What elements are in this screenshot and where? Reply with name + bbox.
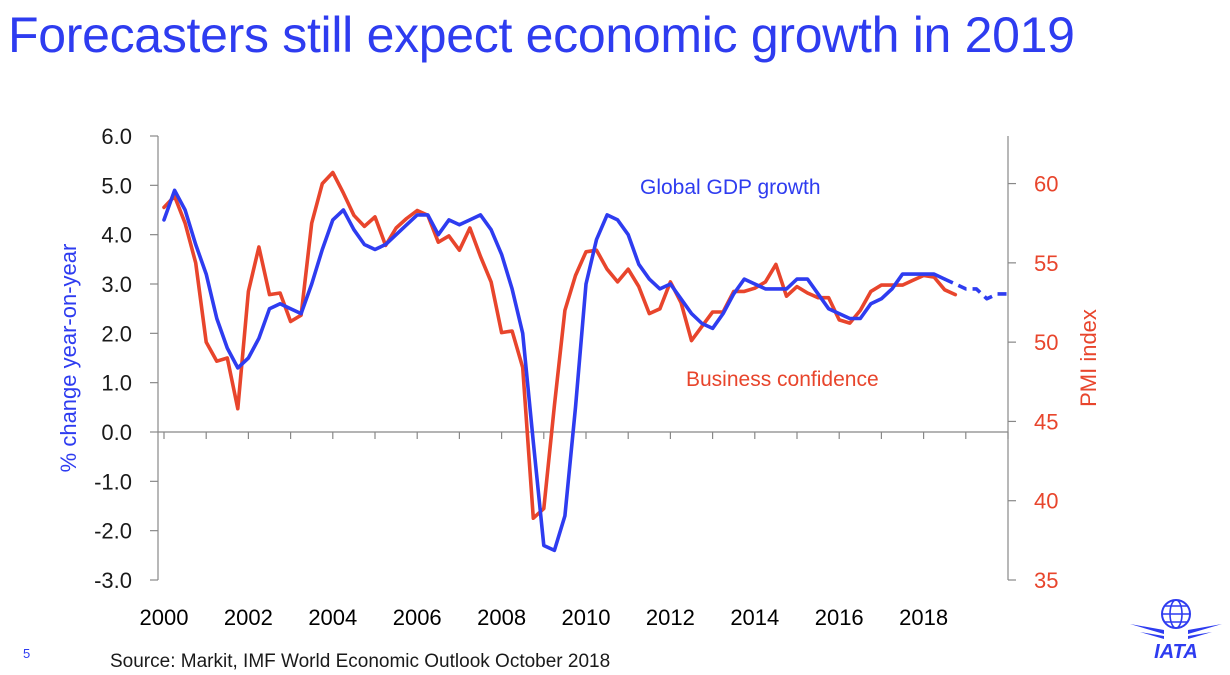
left-tick-label: 4.0 xyxy=(101,223,132,248)
x-tick-label: 2010 xyxy=(562,605,611,630)
svg-text:IATA: IATA xyxy=(1154,641,1198,660)
left-axis-title: % change year-on-year xyxy=(56,244,81,473)
right-tick-label: 50 xyxy=(1034,330,1058,355)
left-tick-label: 0.0 xyxy=(101,420,132,445)
left-tick-label: 2.0 xyxy=(101,321,132,346)
right-tick-label: 45 xyxy=(1034,409,1058,434)
x-tick-label: 2018 xyxy=(899,605,948,630)
gdp-growth-line xyxy=(162,188,947,553)
business-confidence-line xyxy=(162,170,958,520)
left-tick-label: 1.0 xyxy=(101,371,132,396)
x-axis xyxy=(158,431,1009,439)
right-tick-label: 35 xyxy=(1034,568,1058,593)
source-note: Source: Markit, IMF World Economic Outlo… xyxy=(110,651,611,672)
slide-title: Forecasters still expect economic growth… xyxy=(8,7,1075,63)
left-tick-label: 6.0 xyxy=(101,124,132,149)
left-tick-label: -2.0 xyxy=(94,519,132,544)
x-axis-labels: 2000 2002 2004 2006 2008 2010 2012 2014 2016 2018 xyxy=(140,605,949,630)
x-tick-label: 2012 xyxy=(646,605,695,630)
right-axis-ticks: 60 55 50 45 40 35 xyxy=(1008,172,1058,593)
right-tick-label: 40 xyxy=(1034,489,1058,514)
x-tick-label: 2016 xyxy=(815,605,864,630)
x-tick-label: 2000 xyxy=(140,605,189,630)
gdp-growth-line-forecast xyxy=(943,277,1008,301)
left-tick-label: 5.0 xyxy=(101,173,132,198)
x-tick-label: 2006 xyxy=(393,605,442,630)
right-axis-title: PMI index xyxy=(1076,309,1101,407)
x-tick-label: 2004 xyxy=(308,605,357,630)
right-tick-label: 55 xyxy=(1034,251,1058,276)
right-tick-label: 60 xyxy=(1034,172,1058,197)
left-tick-label: -3.0 xyxy=(94,568,132,593)
left-axis-ticks: 6.0 5.0 4.0 3.0 2.0 1.0 0.0 -1.0 -2.0 -3.0 xyxy=(94,124,158,593)
pmi-series-label: Business confidence xyxy=(686,368,879,391)
x-tick-label: 2008 xyxy=(477,605,526,630)
gdp-series-label: Global GDP growth xyxy=(640,176,821,199)
series-layer xyxy=(162,170,1008,553)
x-tick-label: 2002 xyxy=(224,605,273,630)
x-tick-label: 2014 xyxy=(730,605,779,630)
left-tick-label: 3.0 xyxy=(101,272,132,297)
left-tick-label: -1.0 xyxy=(94,469,132,494)
page-number: 5 xyxy=(23,646,31,661)
iata-logo: IATA xyxy=(1130,599,1222,660)
